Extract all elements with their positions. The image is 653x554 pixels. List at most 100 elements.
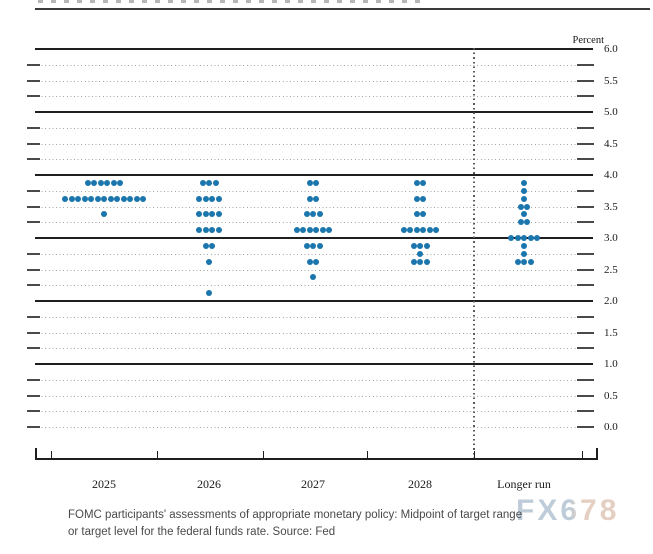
gridline-solid [35,48,593,50]
x-axis-tick [263,451,265,458]
y-axis-tick-label: 3.5 [604,200,618,213]
x-axis-tick [474,451,476,458]
x-axis-category-label: 2028 [408,477,432,491]
projection-dot [413,211,420,218]
projection-dot [413,179,420,186]
y-axis-tick-label: 2.0 [604,295,618,307]
projection-dot [313,227,320,234]
gridline-left-tick [27,95,40,98]
projection-dot [521,195,527,202]
projection-dot [215,227,222,234]
x-axis-tick [157,451,159,458]
gridline-left-tick [27,315,40,318]
projection-dot [88,195,94,202]
projection-dot [306,227,313,234]
gridline-left-tick [27,205,40,208]
projection-dot [104,179,111,186]
projection-dot [303,242,310,249]
projection-dot [306,179,313,186]
projection-dot [521,211,527,218]
gridline-right-tick [577,252,594,255]
projection-dot [423,258,430,265]
gridline-dotted [38,80,576,82]
gridline-right-tick [577,426,594,428]
projection-dot [420,227,427,234]
gridline-solid [35,300,593,302]
projection-dot [212,179,219,186]
projection-dot [527,235,534,241]
gridline-left-tick [27,284,40,287]
projection-dot [420,195,427,202]
projection-dot [206,179,212,186]
gridline-left-tick [27,158,40,161]
y-axis-tick-label: 3.0 [604,232,618,244]
gridline-dotted [38,143,576,145]
projection-dot [206,290,212,297]
gridline-dotted [38,159,576,161]
gridline-dotted [38,206,576,208]
projection-dot [62,195,68,202]
projection-dot [101,211,107,218]
caption-line-2: or target level for the federal funds ra… [68,525,336,538]
x-axis-tick [51,451,53,458]
projection-dot [521,242,527,249]
projection-dot [527,258,534,265]
projection-dot [199,179,206,186]
projection-dot [202,211,209,218]
gridline-dotted [38,190,576,192]
projection-dot [209,211,216,218]
projection-dot [313,195,320,202]
projection-dot [508,235,514,241]
x-axis-right-corner [596,448,598,458]
caption-line-1: FOMC participants' assessments of approp… [68,509,523,521]
gridline-left-tick [27,426,40,428]
longer-run-separator [473,48,475,458]
projection-dot [517,219,524,226]
projection-dot [313,258,320,265]
gridline-right-tick [577,378,594,381]
projection-dot [68,195,75,202]
chart-caption: FOMC participants' assessments of approp… [68,507,628,540]
gridline-left-tick [27,142,40,145]
gridline-left-tick [27,378,40,381]
gridline-right-tick [577,189,594,192]
projection-dot [521,258,527,265]
projection-dot [313,179,320,186]
gridline-right-tick [577,79,594,82]
projection-dot [420,211,427,218]
gridline-left-tick [27,331,40,334]
projection-dot [215,211,222,218]
gridline-solid [35,174,593,176]
projection-dot [417,250,423,257]
gridline-right-tick [577,205,594,208]
x-axis-category-label: Longer run [497,477,551,491]
gridline-dotted [38,285,576,287]
gridline-left-tick [27,63,40,66]
gridline-left-tick [27,410,40,413]
projection-dot [107,195,114,202]
projection-dot [534,235,540,241]
y-axis-tick-label: 5.0 [604,106,618,118]
projection-dot [133,195,140,202]
projection-dot [306,258,313,265]
gridline-solid [35,363,593,365]
x-axis-category-label: 2026 [197,477,221,491]
projection-dot [215,195,222,202]
projection-dot [410,242,417,249]
gridline-right-tick [577,126,594,129]
gridline-solid [35,111,593,113]
projection-dot [316,242,323,249]
y-axis-tick-label: 0.0 [604,421,618,433]
projection-dot [300,227,307,234]
projection-dot [420,179,427,186]
projection-dot [413,227,420,234]
projection-dot [521,235,527,241]
y-axis-unit-label: Percent [572,35,605,46]
gridline-right-tick [577,221,594,224]
gridline-dotted [38,64,576,66]
gridline-dotted [38,127,576,129]
projection-dot [81,195,88,202]
cropped-header-text [38,0,428,3]
